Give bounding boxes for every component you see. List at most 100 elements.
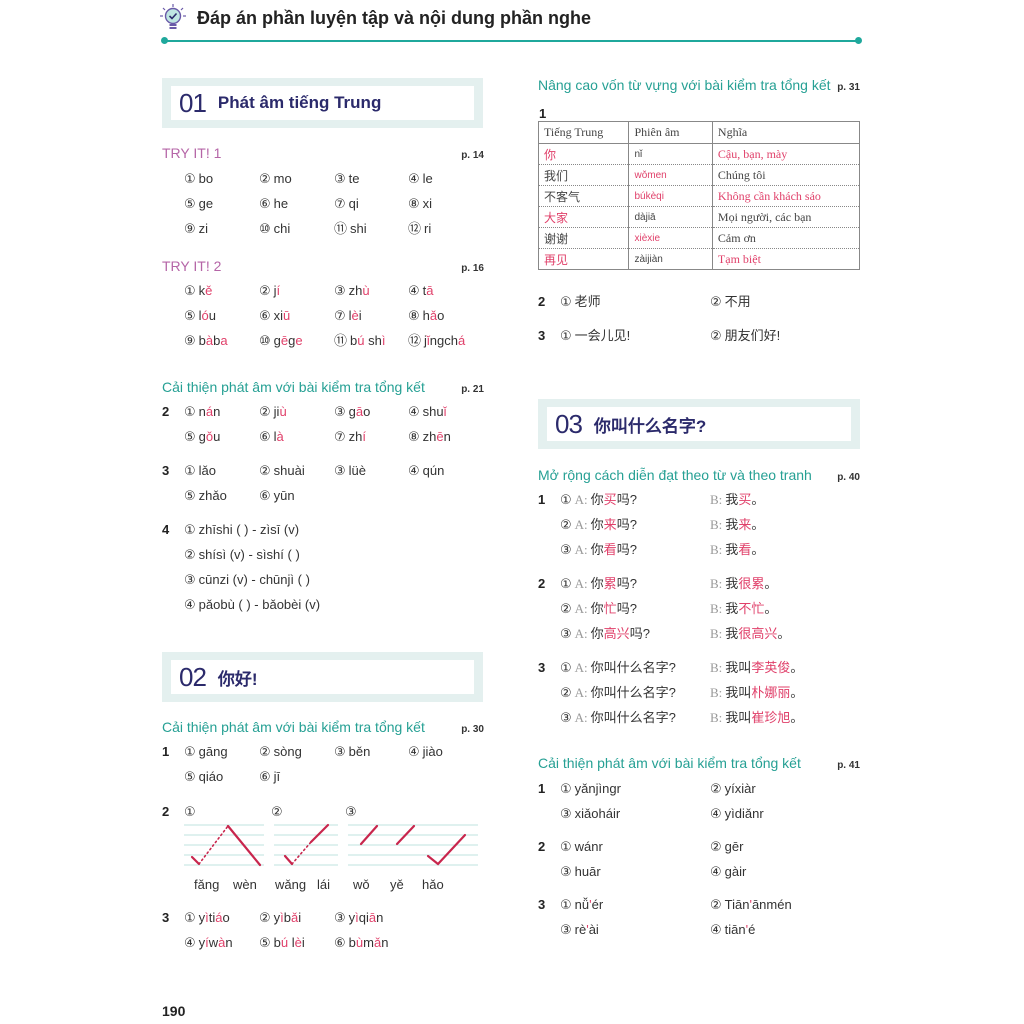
answer-item: ⑤ lóu	[184, 303, 259, 328]
text-segment: 我	[725, 542, 739, 557]
item-marker: ①	[560, 576, 572, 591]
item-marker: ①	[184, 804, 196, 819]
heading-text: TRY IT! 1	[162, 145, 222, 161]
text-segment: ji	[273, 404, 280, 419]
table-row: 不客气 búkèqi Không cần khách sáo	[537, 185, 861, 207]
answer-item: ⑤ gǒu	[184, 424, 259, 449]
text-segment: j	[424, 333, 427, 348]
speaker-a-line: ③ A: 你高兴吗?	[560, 621, 710, 646]
answer-item: ⑥ yūn	[259, 483, 334, 508]
answer-item: ⑨ zi	[184, 216, 259, 241]
answer-item: ⑧ xi	[408, 191, 484, 216]
answer-item: ④ jiào	[408, 739, 484, 764]
highlighted-syllable: 买	[603, 492, 617, 507]
highlighted-syllable: 看	[603, 542, 617, 557]
answer-row: 1 ① gāng ② sòng ③ běn ④ jiào	[162, 739, 484, 764]
text-segment: yìdiǎnr	[724, 806, 764, 821]
item-marker: ④	[408, 404, 420, 419]
answer-item: ② jiù	[259, 399, 334, 424]
exercise-heading: TRY IT! 1 p. 14	[162, 144, 484, 162]
table-cell: nǐ	[628, 143, 713, 165]
item-marker: ④	[710, 864, 722, 879]
question-number	[538, 917, 560, 942]
question-number: 3	[162, 910, 170, 925]
item-marker: ②	[710, 839, 722, 854]
highlighted-syllable: ā	[355, 404, 364, 419]
divider-dot	[161, 37, 168, 44]
text-segment: jiào	[422, 744, 443, 759]
highlighted-syllable: á	[458, 333, 466, 348]
highlighted-syllable: '	[586, 922, 589, 937]
page-ref: p. 14	[461, 150, 484, 161]
highlighted-syllable: ú	[357, 333, 365, 348]
speaker-a-line: ③ A: 你看吗?	[560, 537, 710, 562]
text-segment: lüè	[348, 463, 367, 478]
text-segment: yūn	[273, 488, 295, 503]
speaker-label: B:	[710, 601, 723, 616]
highlighted-syllable: 李英俊	[751, 660, 791, 675]
text-segment: 你叫什么名字?	[590, 660, 676, 675]
question-group: 3 ① lǎo ② shuài ③ lüè ④ qún ⑤ zhǎo ⑥ yūn	[162, 458, 484, 508]
answer-row: 3 ① lǎo ② shuài ③ lüè ④ qún	[162, 458, 484, 483]
question-group: 2 ① A: 你累吗? B: 我很累。 ② A: 你忙吗? B: 我不忙。 ③ A: 你高兴吗? B: 我很高…	[538, 571, 860, 646]
answer-item: ⑥ he	[259, 191, 334, 216]
heading-text: Nâng cao vốn từ vựng với bài kiểm tra tổ…	[538, 77, 831, 93]
answer-item: ③ te	[334, 166, 408, 191]
section-title: Phát âm tiếng Trung	[217, 93, 382, 112]
highlighted-syllable: '	[749, 897, 752, 912]
table-cell: Cậu, bạn, mày	[711, 143, 861, 165]
item-marker: ⑥	[259, 769, 271, 784]
answer-group: ① bo ② mo ③ te ④ le ⑤ ge ⑥ he ⑦ qi ⑧ xi ⑨ zi ⑩ chi ⑪ shi ⑫ ri	[162, 166, 484, 241]
item-marker: ②	[271, 804, 283, 819]
section-number: 01	[179, 87, 207, 118]
text-segment: 。	[751, 517, 765, 532]
speaker-b-line: B: 我很高兴。	[710, 621, 860, 646]
highlighted-syllable: è	[351, 308, 359, 323]
highlighted-syllable: '	[745, 922, 749, 937]
text-segment: bo	[198, 171, 214, 186]
item-marker: ①	[560, 897, 572, 912]
item-marker: ①	[184, 522, 196, 537]
text-segment: 我	[725, 492, 739, 507]
highlighted-syllable: 看	[738, 542, 752, 557]
highlighted-syllable: ù	[355, 935, 364, 950]
question-number	[162, 592, 184, 617]
column-header: Phiên âm	[628, 121, 713, 144]
answer-item: ② 不用	[710, 289, 860, 314]
question-number	[538, 512, 560, 537]
highlighted-syllable: ì	[205, 910, 209, 925]
answer-item: ① 一会儿见!	[560, 323, 710, 348]
item-marker: ②	[710, 328, 722, 343]
answer-item: ④ qún	[408, 458, 484, 483]
text-segment: ānmén	[751, 897, 792, 912]
item-marker: ①	[184, 171, 196, 186]
answer-item: ① gāng	[184, 739, 259, 764]
answer-row: ④ pǎobù ( ) - bǎobèi (v)	[162, 592, 484, 617]
question-number	[538, 680, 560, 705]
text-segment: nǚ	[574, 897, 590, 912]
text-segment: l	[198, 308, 202, 323]
text-segment: ài	[588, 922, 599, 937]
question-number	[538, 537, 560, 562]
text-segment: 你	[590, 542, 604, 557]
text-segment: 吗?	[616, 542, 637, 557]
text-segment: n	[443, 429, 451, 444]
text-segment: 吗?	[616, 576, 637, 591]
item-marker: ③	[345, 804, 357, 819]
text-segment: n	[198, 404, 206, 419]
speaker-label: A:	[574, 576, 588, 591]
text-segment: i	[298, 910, 302, 925]
answer-item: ⑨ bàba	[184, 328, 259, 353]
question-number	[162, 930, 184, 955]
item-marker: ⑨	[184, 221, 196, 236]
item-marker: ④	[408, 744, 420, 759]
text-segment: 吗?	[629, 626, 650, 641]
highlighted-syllable: '	[589, 897, 592, 912]
speaker-b-line: B: 我买。	[710, 487, 860, 512]
text-segment: y	[198, 935, 206, 950]
dialogue-row: 1 ① A: 你买吗? B: 我买。	[538, 487, 860, 512]
answer-row: ⑤ gǒu ⑥ là ⑦ zhí ⑧ zhēn	[162, 424, 484, 449]
answer-item: ① yìtiáo	[184, 905, 259, 930]
item-marker: ①	[560, 294, 572, 309]
text-segment: 你叫什么名字?	[590, 710, 676, 725]
